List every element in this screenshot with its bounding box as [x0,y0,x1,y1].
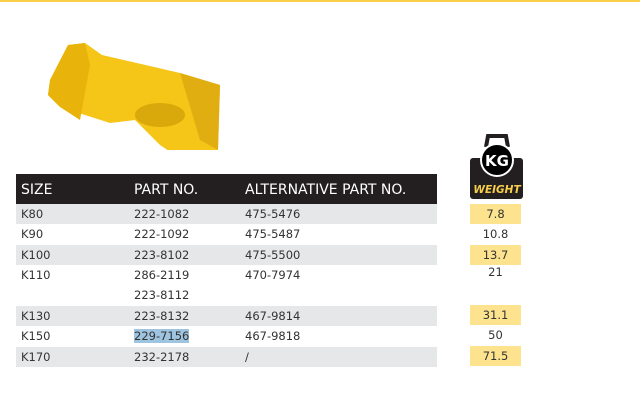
table-row: K150 229-7156 467-9818 [16,326,437,346]
part-cell-secondary: 223-8112 [134,288,190,302]
product-image [48,43,220,150]
part-cell: 222-1082 [134,207,190,221]
alt-part-cell: 470-7974 [245,268,301,282]
size-cell: K170 [21,350,51,364]
size-cell: K90 [21,227,44,241]
part-cell: 223-8132 [134,309,190,323]
weight-title: WEIGHT [473,184,521,196]
table-row: K130 223-8132 467-9814 [16,306,437,326]
table-header: SIZE PART NO. ALTERNATIVE PART NO. [16,174,437,204]
size-cell: K100 [21,248,51,262]
alt-part-cell: 467-9814 [245,309,301,323]
part-cell: 232-2178 [134,350,190,364]
size-cell: K130 [21,309,51,323]
table-row: K80 222-1082 475-5476 [16,204,437,224]
weight-cell: 50 [488,328,503,342]
part-cell: 222-1092 [134,227,190,241]
weight-kg-icon: KG WEIGHT [470,134,523,199]
part-cell: 286-2119 [134,268,190,282]
table-row: K90 222-1092 475-5487 [16,224,437,244]
alt-part-cell: / [245,350,249,364]
weight-cell: 21 [488,265,503,279]
size-cell: K150 [21,329,51,343]
alt-part-cell: 475-5487 [245,227,301,241]
header-alternative-part-no: ALTERNATIVE PART NO. [245,182,407,198]
weight-cell: 31.1 [470,305,521,325]
size-cell: K80 [21,207,44,221]
table-row: K110 286-2119 223-8112 470-7974 [16,265,437,306]
header-part-no: PART NO. [134,182,199,198]
weight-cell: 71.5 [470,346,521,366]
table-row: K100 223-8102 475-5500 [16,245,437,265]
weight-cell: 13.7 [470,245,521,265]
kg-label: KG [485,152,509,170]
part-cell-selected[interactable]: 229-7156 [134,329,190,343]
header-size: SIZE [21,182,53,198]
alt-part-cell: 475-5476 [245,207,301,221]
alt-part-cell: 467-9818 [245,329,301,343]
weight-cell: 7.8 [470,204,521,224]
weight-cell: 10.8 [482,227,509,241]
alt-part-cell: 475-5500 [245,248,301,262]
table-row: K170 232-2178 / [16,347,437,367]
top-accent-line [0,0,640,2]
size-cell: K110 [21,268,51,282]
part-cell: 223-8102 [134,248,190,262]
